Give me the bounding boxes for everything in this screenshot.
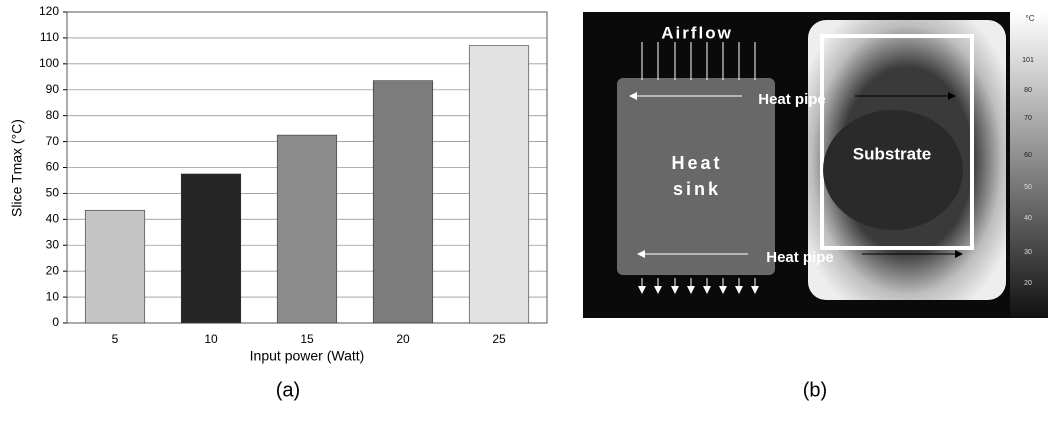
colorbar-label: 40 — [1024, 215, 1032, 222]
colorbar-label: 20 — [1024, 280, 1032, 287]
y-tick-label: 90 — [46, 82, 60, 96]
heat-pipe-label: Heat pipe — [766, 249, 834, 266]
bar — [84, 209, 146, 324]
heat-sink-label: sink — [673, 179, 721, 199]
x-tick-label: 10 — [204, 332, 218, 346]
heat-pipe-loop — [820, 34, 974, 250]
image-labels: Airflow Heat pipe Heat pipe Heat sink Su… — [661, 23, 931, 265]
y-tick-label: 110 — [40, 30, 59, 44]
y-tick-label: 50 — [46, 186, 60, 200]
substrate-label: Substrate — [853, 144, 931, 163]
x-tick-label: 25 — [492, 332, 506, 346]
bar-chart: Slice Tmax (°C) Input power (Watt) (a) 0… — [9, 4, 548, 401]
heat-sink — [617, 78, 775, 275]
colorbar-label: 30 — [1024, 249, 1032, 256]
heat-sink-label: Heat — [671, 153, 722, 173]
x-axis-title: Input power (Watt) — [250, 348, 365, 364]
airflow-label: Airflow — [661, 23, 733, 42]
x-tick-label: 15 — [300, 332, 314, 346]
y-tick-label: 120 — [39, 4, 59, 18]
y-tick-label: 60 — [46, 160, 60, 174]
colorbar-label: 101 — [1022, 57, 1034, 64]
panel-label: (a) — [276, 379, 300, 401]
y-axis-title: Slice Tmax (°C) — [9, 119, 25, 217]
bar — [468, 45, 530, 324]
colorbar-label: 50 — [1024, 184, 1032, 191]
heat-pipe-label: Heat pipe — [758, 91, 826, 108]
y-tick-label: 40 — [46, 212, 60, 226]
y-tick-label: 30 — [46, 237, 60, 251]
y-tick-label: 80 — [46, 108, 60, 122]
bar — [372, 80, 434, 324]
x-tick-label: 5 — [112, 332, 119, 346]
substrate-core — [823, 110, 963, 230]
y-tick-label: 20 — [46, 263, 60, 277]
x-tick-label: 20 — [396, 332, 410, 346]
panel-label: (b) — [803, 379, 827, 401]
y-tick-label: 100 — [39, 56, 59, 70]
colorbar-label: 70 — [1024, 115, 1032, 122]
colorbar — [1010, 12, 1048, 318]
y-tick-label: 0 — [52, 315, 59, 329]
airflow-lines — [629, 42, 759, 294]
colorbar-unit: °C — [1026, 14, 1035, 23]
colorbar-label: 60 — [1024, 152, 1032, 159]
colorbar-labels: 101 80 70 60 50 40 30 20 — [1022, 57, 1034, 287]
bar — [180, 173, 242, 324]
thermal-image: Airflow Heat pipe Heat pipe Heat sink Su… — [583, 12, 1048, 401]
colorbar-label: 80 — [1024, 87, 1032, 94]
bar — [276, 134, 338, 324]
y-tick-label: 70 — [46, 134, 60, 148]
y-tick-label: 10 — [46, 289, 60, 303]
